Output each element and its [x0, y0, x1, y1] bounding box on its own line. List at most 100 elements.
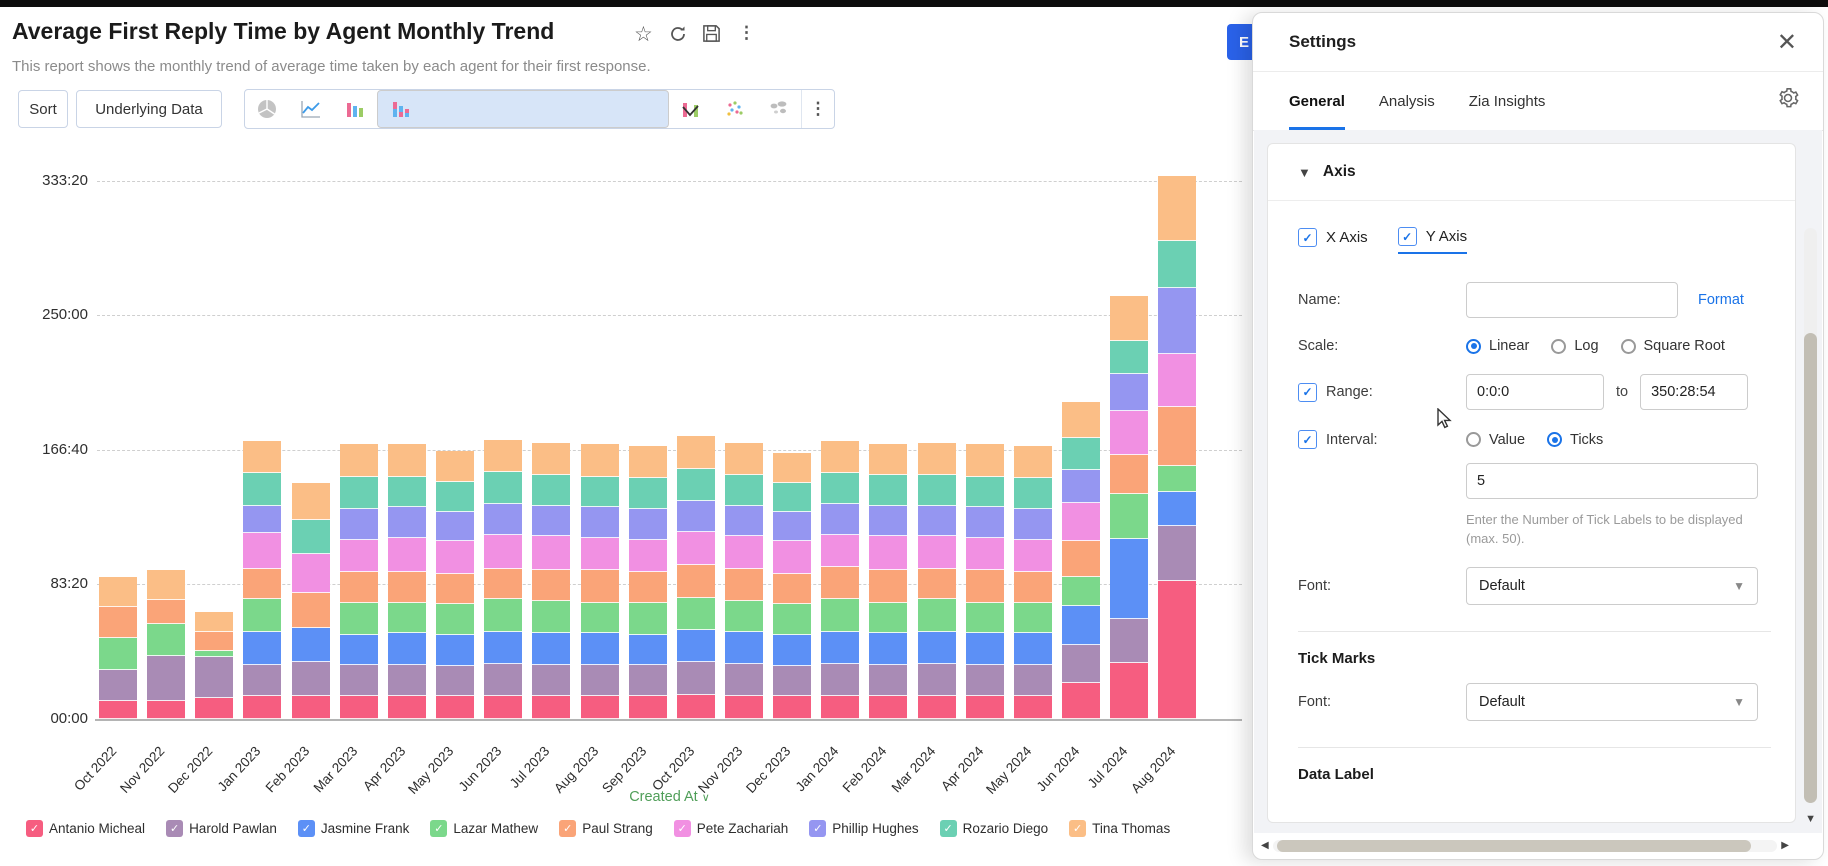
bar-segment[interactable] — [147, 570, 186, 600]
scrollbar-thumb[interactable] — [1804, 333, 1817, 803]
radio-icon[interactable] — [1551, 338, 1567, 354]
bar-segment[interactable] — [243, 568, 282, 600]
bar-segment[interactable] — [484, 696, 523, 719]
bar-segment[interactable] — [869, 444, 908, 476]
bar-segment[interactable] — [676, 694, 715, 719]
bar-segment[interactable] — [243, 631, 282, 666]
bar-segment[interactable] — [1013, 478, 1052, 509]
bar-segment[interactable] — [1158, 465, 1197, 493]
bar-segment[interactable] — [1062, 470, 1100, 503]
bar-segment[interactable] — [724, 568, 763, 601]
bar-segment[interactable] — [869, 633, 908, 666]
bar-segment[interactable] — [917, 442, 956, 476]
bar-segment[interactable] — [532, 696, 571, 719]
bar-segment[interactable] — [1062, 576, 1100, 607]
bar-segment[interactable] — [917, 568, 956, 600]
legend-item-phillip-hughes[interactable]: ✓ Phillip Hughes — [809, 820, 919, 837]
bar-segment[interactable] — [484, 534, 523, 569]
bar-segment[interactable] — [387, 476, 426, 508]
bar-segment[interactable] — [965, 665, 1004, 697]
bar-segment[interactable] — [869, 570, 908, 603]
bar-segment[interactable] — [484, 599, 523, 632]
legend-item-jasmine-frank[interactable]: ✓ Jasmine Frank — [297, 820, 409, 837]
bar-segment[interactable] — [628, 539, 667, 572]
legend-checkbox[interactable]: ✓ — [1069, 820, 1087, 837]
more-options-icon[interactable]: ⋮ — [738, 23, 755, 42]
bar-segment[interactable] — [1062, 502, 1100, 542]
legend-item-harold-pawlan[interactable]: ✓ Harold Pawlan — [166, 820, 277, 837]
bar-segment[interactable] — [869, 475, 908, 506]
bar-segment[interactable] — [387, 602, 426, 634]
bar-segment[interactable] — [676, 436, 715, 469]
bar-segment[interactable] — [821, 631, 860, 664]
bar-segment[interactable] — [484, 504, 523, 535]
bar-segment[interactable] — [676, 565, 715, 598]
bar-segment[interactable] — [99, 638, 137, 671]
bar-segment[interactable] — [387, 665, 426, 697]
interval-ticks-radio[interactable]: Ticks — [1547, 432, 1603, 448]
range-from-input[interactable] — [1466, 374, 1604, 410]
bar-segment[interactable] — [917, 696, 956, 719]
bar-segment[interactable] — [628, 508, 667, 540]
bar-segment[interactable] — [1013, 602, 1052, 634]
legend-checkbox[interactable]: ✓ — [297, 820, 315, 837]
bar-segment[interactable] — [965, 633, 1004, 666]
bar-segment[interactable] — [869, 665, 908, 697]
ticks-count-input[interactable] — [1466, 463, 1758, 499]
bar-segment[interactable] — [965, 507, 1004, 539]
range-to-input[interactable] — [1640, 374, 1749, 410]
line-chart-icon[interactable] — [289, 90, 333, 128]
bar-segment[interactable] — [821, 441, 860, 474]
bar-segment[interactable] — [339, 634, 378, 666]
bar-segment[interactable] — [243, 505, 282, 534]
bar-segment[interactable] — [917, 505, 956, 537]
bar-segment[interactable] — [965, 538, 1004, 571]
scroll-left-arrow-icon[interactable]: ◀ — [1261, 840, 1269, 851]
bar-segment[interactable] — [1013, 696, 1052, 719]
bar-line-combo-chart-icon[interactable] — [669, 90, 713, 128]
stacked-bar-chart-icon[interactable] — [377, 90, 669, 128]
bar-segment[interactable] — [436, 604, 475, 635]
bar-segment[interactable] — [628, 446, 667, 479]
bar-segment[interactable] — [676, 500, 715, 532]
save-icon[interactable] — [702, 24, 721, 48]
bar-segment[interactable] — [821, 663, 860, 697]
bar-segment[interactable] — [628, 571, 667, 603]
legend-item-lazar-mathew[interactable]: ✓ Lazar Mathew — [430, 820, 538, 837]
scroll-right-arrow-icon[interactable]: ▶ — [1781, 840, 1789, 851]
axis-font-select[interactable]: Default ▼ — [1466, 566, 1758, 605]
bar-segment[interactable] — [724, 600, 763, 632]
favorite-star-icon[interactable]: ☆ — [634, 23, 653, 46]
bar-segment[interactable] — [243, 441, 282, 474]
bar-chart-icon[interactable] — [333, 90, 377, 128]
bar-segment[interactable] — [1158, 354, 1197, 408]
bar-segment[interactable] — [676, 597, 715, 630]
bar-segment[interactable] — [628, 478, 667, 509]
bar-segment[interactable] — [1158, 176, 1197, 241]
bar-segment[interactable] — [339, 602, 378, 635]
bar-segment[interactable] — [580, 696, 619, 719]
bar-segment[interactable] — [532, 536, 571, 571]
bar-segment[interactable] — [291, 628, 330, 663]
format-link[interactable]: Format — [1698, 292, 1744, 308]
bar-segment[interactable] — [965, 444, 1004, 477]
bar-segment[interactable] — [436, 696, 475, 720]
bar-segment[interactable] — [580, 665, 619, 697]
bar-segment[interactable] — [917, 631, 956, 664]
bar-segment[interactable] — [821, 599, 860, 632]
bar-segment[interactable] — [676, 629, 715, 663]
bar-segment[interactable] — [1110, 341, 1149, 374]
bar-segment[interactable] — [387, 538, 426, 572]
bar-segment[interactable] — [195, 612, 234, 632]
range-checkbox[interactable]: ✓ — [1298, 382, 1317, 402]
bar-segment[interactable] — [532, 475, 571, 506]
bar-segment[interactable] — [484, 471, 523, 505]
bar-segment[interactable] — [195, 631, 234, 652]
panel-horizontal-scrollbar[interactable]: ◀ ▶ — [1261, 839, 1789, 852]
bar-segment[interactable] — [532, 570, 571, 601]
bar-segment[interactable] — [1062, 402, 1100, 438]
bar-segment[interactable] — [917, 475, 956, 506]
bar-segment[interactable] — [773, 452, 812, 484]
bar-segment[interactable] — [99, 700, 137, 719]
bar-segment[interactable] — [387, 696, 426, 719]
